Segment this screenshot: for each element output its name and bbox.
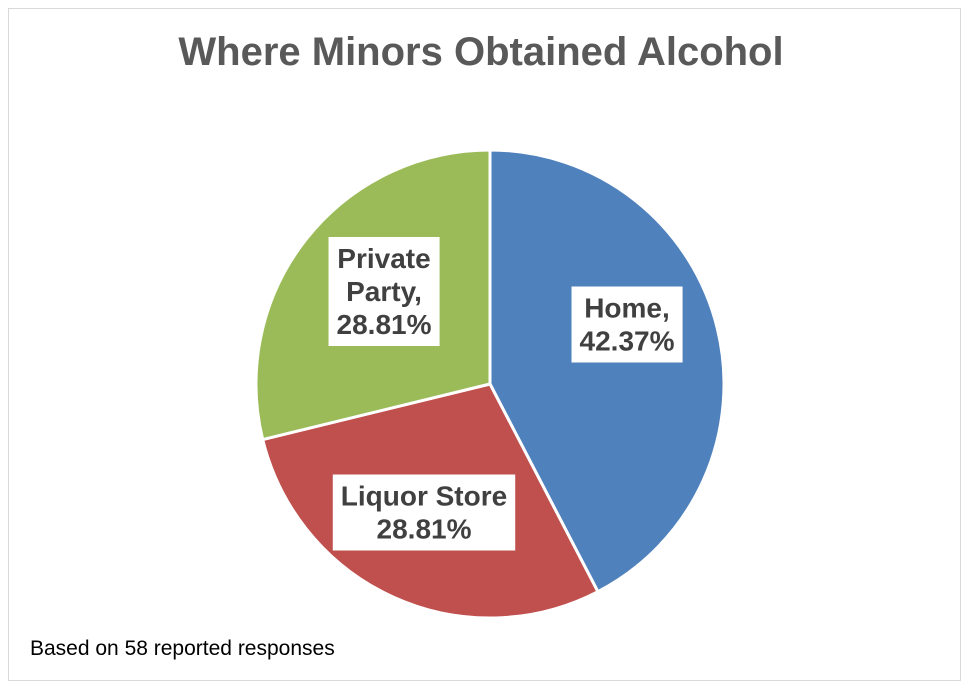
data-label-text: 28.81% (377, 514, 472, 545)
data-label-text: Private (337, 243, 430, 274)
data-label-text: Party, (346, 276, 422, 307)
data-label-box (332, 474, 516, 551)
pie-labels: Home,42.37%Liquor Store28.81%PrivatePart… (328, 237, 683, 551)
data-label-home: Home,42.37% (571, 286, 683, 363)
data-label-text: 42.37% (580, 326, 675, 357)
pie-slice-home (488, 148, 726, 594)
data-label-text: Liquor Store (341, 481, 507, 512)
data-label-text: 28.81% (337, 309, 432, 340)
data-label-box (571, 286, 683, 363)
data-label-box (328, 237, 440, 346)
footnote: Based on 58 reported responses (30, 637, 335, 660)
data-label-text: Home, (584, 293, 670, 324)
chart-title: Where Minors Obtained Alcohol (178, 30, 784, 74)
